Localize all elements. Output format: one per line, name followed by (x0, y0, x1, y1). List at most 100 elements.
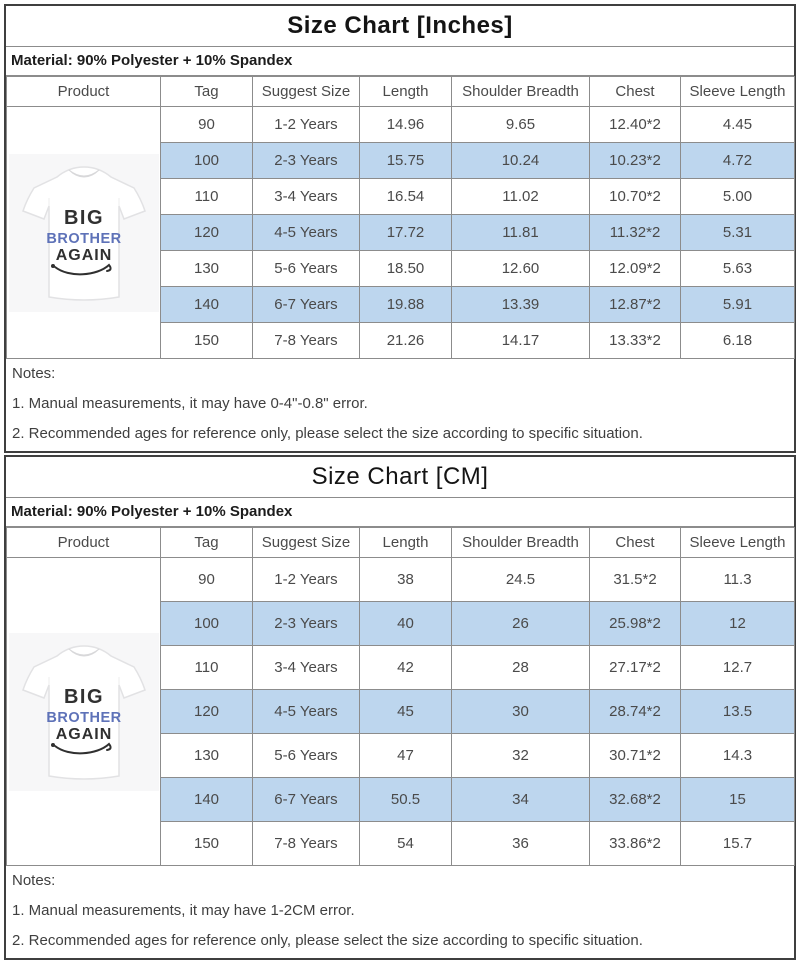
size-cell: 50.5 (359, 777, 452, 822)
size-cell: 33.86*2 (589, 821, 681, 866)
size-table-body: BIG BROTHER AGAIN 90 1-2 Years 38 24.5 31.5*… (6, 557, 795, 866)
print-line-brother: BROTHER (46, 710, 121, 726)
column-header-product: Product (6, 76, 161, 107)
size-cell: 45 (359, 689, 452, 734)
notes-label: Notes: (12, 365, 56, 382)
table-row: 120 4-5 Years 17.72 11.81 11.32*2 5.31 (7, 214, 795, 251)
product-image-cell: BIG BROTHER AGAIN (6, 106, 161, 359)
size-cell: 24.5 (451, 557, 590, 602)
column-header-suggest-size: Suggest Size (252, 527, 360, 558)
note-line-1: 1. Manual measurements, it may have 1-2C… (12, 902, 355, 919)
column-header-length: Length (359, 527, 452, 558)
table-row: 140 6-7 Years 50.5 34 32.68*2 15 (7, 777, 795, 822)
size-cell: 25.98*2 (589, 601, 681, 646)
size-cell: 1-2 Years (252, 106, 360, 143)
size-cell: 11.02 (451, 178, 590, 215)
size-cell: 12.7 (680, 645, 795, 690)
size-chart-card-inches: Size Chart [Inches] Material: 90% Polyes… (4, 4, 796, 453)
header-row: Product Tag Suggest Size Length Shoulder… (6, 527, 795, 558)
size-cell: 10.70*2 (589, 178, 681, 215)
tshirt-graphic: BIG BROTHER AGAIN (8, 153, 159, 312)
size-cell: 16.54 (359, 178, 452, 215)
size-cell: 36 (451, 821, 590, 866)
print-line-big: BIG (63, 207, 103, 229)
size-cell: 130 (160, 250, 253, 287)
tshirt-collar (68, 648, 99, 657)
size-table-cm: Product Tag Suggest Size Length Shoulder… (6, 527, 795, 866)
size-cell: 32 (451, 733, 590, 778)
size-cell: 31.5*2 (589, 557, 681, 602)
size-cell: 30 (451, 689, 590, 734)
print-swoosh (53, 263, 112, 275)
size-cell: 90 (160, 106, 253, 143)
size-cell: 11.32*2 (589, 214, 681, 251)
size-cell: 26 (451, 601, 590, 646)
size-cell: 14.3 (680, 733, 795, 778)
header-row: Product Tag Suggest Size Length Shoulder… (6, 76, 795, 107)
table-row: 130 5-6 Years 47 32 30.71*2 14.3 (7, 733, 795, 778)
size-cell: 19.88 (359, 286, 452, 323)
size-cell: 11.3 (680, 557, 795, 602)
size-cell: 7-8 Years (252, 821, 360, 866)
size-cell: 42 (359, 645, 452, 690)
size-cell: 12.09*2 (589, 250, 681, 287)
size-cell: 5.91 (680, 286, 795, 323)
product-image-cell: BIG BROTHER AGAIN (6, 557, 161, 866)
size-cell: 18.50 (359, 250, 452, 287)
print-swoosh (53, 742, 112, 754)
notes-section: Notes: 1. Manual measurements, it may ha… (6, 359, 794, 451)
chart-title-inches: Size Chart [Inches] (6, 6, 794, 47)
size-cell: 120 (160, 689, 253, 734)
size-cell: 13.5 (680, 689, 795, 734)
size-cell: 21.26 (359, 322, 452, 359)
size-cell: 140 (160, 286, 253, 323)
size-cell: 13.39 (451, 286, 590, 323)
size-cell: 5.63 (680, 250, 795, 287)
column-header-sleeve-length: Sleeve Length (680, 527, 795, 558)
size-cell: 47 (359, 733, 452, 778)
size-cell: 90 (160, 557, 253, 602)
table-row: 110 3-4 Years 42 28 27.17*2 12.7 (7, 645, 795, 690)
table-row: 150 7-8 Years 21.26 14.17 13.33*2 6.18 (7, 322, 795, 359)
size-cell: 12.60 (451, 250, 590, 287)
column-header-shoulder-breadth: Shoulder Breadth (451, 527, 590, 558)
size-cell: 6-7 Years (252, 286, 360, 323)
notes-label: Notes: (12, 872, 56, 889)
size-cell: 10.24 (451, 142, 590, 179)
column-header-sleeve-length: Sleeve Length (680, 76, 795, 107)
size-cell: 4.72 (680, 142, 795, 179)
chart-title-cm: Size Chart [CM] (6, 457, 794, 498)
size-cell: 150 (160, 821, 253, 866)
size-table-body: BIG BROTHER AGAIN 90 1-2 Years 14.96 9.65 12… (6, 106, 795, 359)
size-cell: 7-8 Years (252, 322, 360, 359)
column-header-tag: Tag (160, 76, 253, 107)
size-cell: 140 (160, 777, 253, 822)
size-cell: 110 (160, 178, 253, 215)
material-note: Material: 90% Polyester + 10% Spandex (6, 498, 794, 527)
size-cell: 9.65 (451, 106, 590, 143)
print-line-big: BIG (63, 686, 103, 708)
tshirt-collar (68, 169, 99, 178)
size-cell: 10.23*2 (589, 142, 681, 179)
print-line-again: AGAIN (55, 726, 112, 743)
size-cell: 11.81 (451, 214, 590, 251)
size-cell: 34 (451, 777, 590, 822)
size-cell: 15.7 (680, 821, 795, 866)
size-cell: 110 (160, 645, 253, 690)
column-header-product: Product (6, 527, 161, 558)
size-cell: 32.68*2 (589, 777, 681, 822)
size-cell: 5.31 (680, 214, 795, 251)
size-cell: 130 (160, 733, 253, 778)
size-cell: 12 (680, 601, 795, 646)
size-cell: 54 (359, 821, 452, 866)
column-header-chest: Chest (589, 527, 681, 558)
column-header-chest: Chest (589, 76, 681, 107)
size-cell: 6.18 (680, 322, 795, 359)
size-cell: 17.72 (359, 214, 452, 251)
size-cell: 15.75 (359, 142, 452, 179)
print-line-brother: BROTHER (46, 231, 121, 247)
size-cell: 13.33*2 (589, 322, 681, 359)
size-table-inches: Product Tag Suggest Size Length Shoulder… (6, 76, 795, 359)
note-line-2: 2. Recommended ages for reference only, … (12, 932, 643, 949)
